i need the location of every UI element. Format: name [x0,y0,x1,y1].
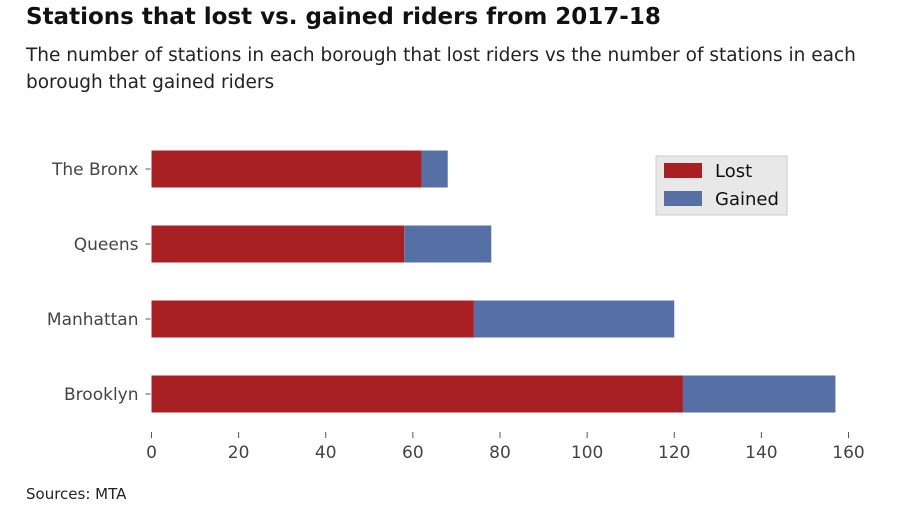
legend-label-gained: Gained [715,189,779,210]
y-tick-label-queens: Queens [74,235,139,255]
legend-swatch-gained [664,191,702,206]
bars-layer [151,150,836,413]
x-tick-label: 160 [832,443,864,463]
x-tick-label: 100 [571,443,603,463]
bar-gained-queens [404,225,492,263]
chart-subtitle: The number of stations in each borough t… [26,45,856,93]
bar-gained-the-bronx [421,150,448,188]
bar-lost-queens [151,225,405,263]
bar-lost-brooklyn [151,375,683,413]
bar-lost-manhattan [151,300,474,338]
y-axis: Brooklyn Manhattan Queens The Bronx [47,160,151,405]
y-tick-label-manhattan: Manhattan [47,310,139,330]
legend: Lost Gained [655,155,788,216]
legend-label-lost: Lost [715,161,752,182]
x-tick-label: 80 [489,443,511,463]
legend-swatch-lost [664,163,702,178]
x-tick-label: 140 [745,443,777,463]
x-tick-label: 0 [146,443,157,463]
bar-gained-brooklyn [682,375,836,413]
source-note: Sources: MTA [26,485,127,503]
y-tick-label-the-bronx: The Bronx [51,160,139,180]
chart-title: Stations that lost vs. gained riders fro… [26,4,661,30]
x-tick-label: 60 [402,443,424,463]
x-tick-label: 40 [315,443,337,463]
x-tick-label: 120 [658,443,690,463]
bar-gained-manhattan [473,300,675,338]
y-tick-label-brooklyn: Brooklyn [64,385,138,405]
x-tick-label: 20 [228,443,250,463]
x-axis: 0 20 40 60 80 100 120 140 160 [146,432,865,463]
bar-lost-the-bronx [151,150,422,188]
